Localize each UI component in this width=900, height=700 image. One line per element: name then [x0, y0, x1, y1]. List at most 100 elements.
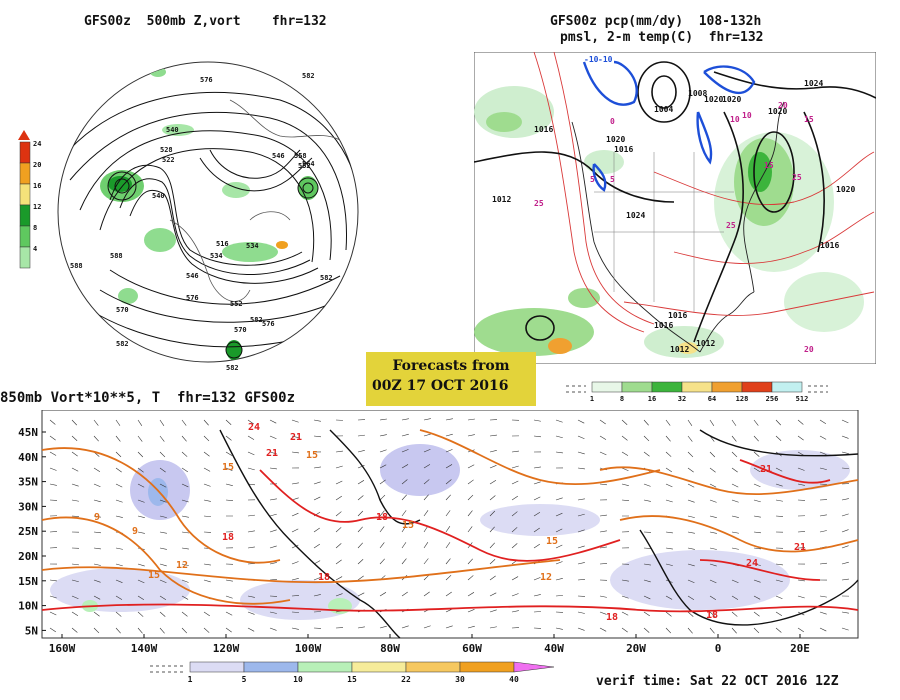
tropical-title: 850mb Vort*10**5, T fhr=132 GFS00z [0, 390, 296, 406]
wind-streak [423, 574, 430, 581]
scale-tick-label: 12 [33, 203, 41, 211]
contour-label: 558 [294, 152, 307, 160]
wind-streak [489, 609, 497, 613]
wind-streak [247, 530, 255, 533]
wind-streak [445, 542, 451, 549]
wind-streak [687, 579, 695, 584]
wind-streak [819, 451, 827, 455]
wind-streak [225, 627, 232, 633]
wind-streak [445, 625, 453, 629]
temp-contour [673, 211, 875, 264]
wind-streak [445, 418, 453, 421]
wind-streak [533, 527, 540, 533]
wind-streak [313, 594, 321, 597]
wind-streak [445, 479, 452, 485]
wind-streak [709, 611, 716, 617]
wind-streak [181, 467, 188, 473]
wind-streak [467, 494, 474, 501]
wind-streak [137, 563, 145, 567]
wind-streak [423, 464, 431, 469]
wind-streak [467, 418, 475, 421]
wind-streak [313, 611, 322, 613]
wind-streak [599, 419, 606, 425]
wind-streak [93, 531, 101, 534]
wind-streak [489, 626, 497, 629]
scale-tick-label: 32 [678, 395, 686, 402]
wind-streak [687, 547, 695, 550]
scale-tick-label: 1 [188, 675, 193, 684]
wind-streak [93, 547, 101, 550]
contour-label: 588 [110, 252, 123, 260]
scale-tick-label: 64 [708, 395, 716, 402]
wind-streak [709, 419, 715, 427]
wind-streak [753, 483, 761, 488]
wind-streak [775, 435, 782, 441]
wind-streak [533, 466, 541, 469]
wind-streak [731, 515, 739, 518]
wind-streak [291, 435, 299, 439]
wind-streak [203, 515, 211, 518]
temp-label: 25 [726, 221, 736, 230]
wind-streak [401, 591, 408, 597]
wind-streak [423, 591, 430, 597]
wind-streak [313, 481, 321, 485]
wind-streak [269, 419, 277, 424]
wind-streak [379, 479, 386, 485]
wind-streak [775, 595, 783, 600]
wind-streak [577, 579, 585, 581]
wind-streak [753, 467, 761, 473]
wind-streak [467, 479, 474, 485]
wind-streak [665, 595, 673, 600]
temp-label: 18 [376, 512, 388, 523]
wind-streak [291, 561, 299, 565]
wind-streak [731, 531, 739, 534]
wind-streak [555, 435, 563, 439]
wind-streak [401, 494, 407, 501]
wind-streak [71, 435, 78, 441]
wind-streak [533, 594, 541, 597]
height-contour [109, 269, 341, 305]
wind-streak [797, 435, 804, 441]
scale-tick-label: 8 [620, 395, 624, 402]
vorticity-area [328, 598, 352, 614]
wind-streak [665, 451, 672, 457]
wind-streak [841, 529, 849, 533]
wind-streak [137, 627, 143, 634]
temp-contour [41, 516, 291, 605]
pressure-label: 1020 [722, 95, 741, 104]
wind-streak [467, 625, 475, 629]
wind-streak [775, 579, 783, 583]
temp-contour [619, 515, 859, 553]
wind-streak [533, 543, 540, 549]
wind-streak [775, 467, 783, 472]
wind-streak [137, 611, 144, 617]
wind-streak [49, 579, 57, 582]
wind-streak [467, 558, 473, 565]
pressure-label: 1020 [704, 95, 723, 104]
wind-streak [269, 435, 277, 440]
hemisphere-boundary [57, 61, 359, 363]
wind-streak [93, 419, 99, 426]
wind-streak [665, 627, 672, 634]
pressure-label: 1004 [654, 105, 673, 114]
wind-streak [643, 627, 650, 633]
precip-area [486, 112, 522, 132]
wind-streak [93, 467, 101, 473]
wind-streak [621, 499, 629, 502]
height-contour [302, 182, 314, 194]
wind-streak [621, 483, 629, 486]
temp-label: 18 [706, 610, 718, 621]
temp-label: 12 [540, 572, 552, 583]
wind-streak [247, 435, 255, 440]
wind-streak [159, 595, 167, 600]
temp-label: 15 [148, 570, 160, 581]
wind-streak [137, 531, 145, 534]
longitude-label: 120W [213, 642, 240, 655]
scale-swatch [19, 225, 31, 248]
wind-streak [247, 467, 255, 471]
wind-streak [159, 499, 167, 503]
temp-label: 21 [794, 542, 806, 553]
wind-streak [49, 435, 56, 441]
verif-time: verif time: Sat 22 OCT 2016 12Z [596, 674, 839, 689]
wind-streak [379, 625, 387, 629]
